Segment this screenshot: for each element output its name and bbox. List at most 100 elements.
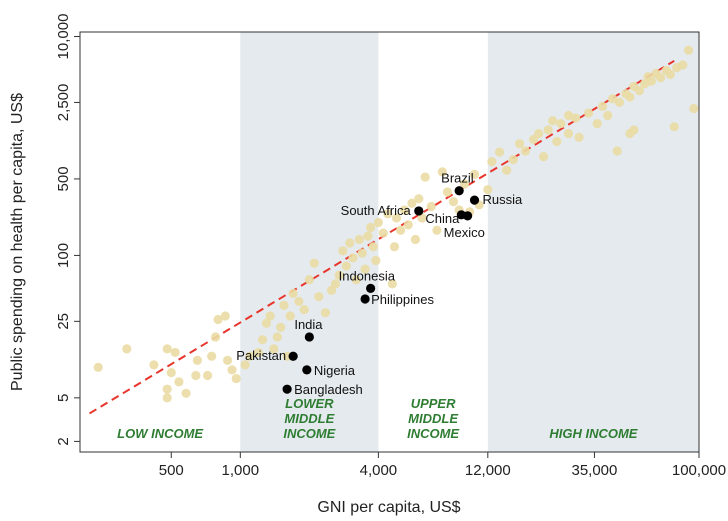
country-point [266,311,275,320]
country-point [94,363,103,372]
country-point [305,275,314,284]
country-point [321,308,330,317]
country-point [207,352,216,361]
y-tick-label: 10,000 [55,14,72,60]
highlighted-point [455,186,464,195]
country-point [666,70,675,79]
country-point [411,235,420,244]
country-point [539,152,548,161]
y-tick-label: 100 [55,243,72,268]
country-label: South Africa [341,203,412,218]
income-band-label: LOWER [285,396,334,411]
band-shade [488,32,699,452]
country-point [203,371,212,380]
country-point [258,335,267,344]
country-point [515,139,524,148]
country-point [502,166,511,175]
country-point [432,226,441,235]
country-point [564,129,573,138]
income-band-label: INCOME [407,426,459,441]
income-band-label: UPPER [411,396,456,411]
x-tick-label: 4,000 [360,462,398,479]
country-label: India [294,317,323,332]
country-label: Indonesia [339,268,396,283]
highlighted-point [414,206,423,215]
country-point [625,92,634,101]
highlighted-point [302,365,311,374]
country-point [670,122,679,131]
country-point [404,220,413,229]
country-point [358,249,367,258]
country-point [181,389,190,398]
country-point [564,111,573,120]
country-point [174,377,183,386]
country-point [487,157,496,166]
country-point [363,232,372,241]
country-point [310,259,319,268]
country-point [603,111,612,120]
y-axis-title: Public spending on health per capita, US… [9,93,26,391]
country-point [279,301,288,310]
y-tick-label: 2 [55,437,72,445]
x-axis: 500 1,000 4,000 12,000 35,000 100,000 [159,452,726,479]
country-point [163,393,172,402]
country-point [122,344,131,353]
highlighted-point [289,352,298,361]
country-point [167,368,176,377]
country-point [615,98,624,107]
highlighted-point [305,332,314,341]
country-point [227,365,236,374]
country-point [647,77,656,86]
country-point [396,226,405,235]
country-point [366,223,375,232]
highlighted-point [360,294,369,303]
country-point [191,371,200,380]
country-point [552,137,561,146]
country-point [355,235,364,244]
country-point [613,146,622,155]
country-point [149,360,158,369]
country-point [300,305,309,314]
country-label: Pakistan [236,348,286,363]
x-axis-title: GNI per capita, US$ [317,499,460,516]
country-point [521,146,530,155]
country-point [684,46,693,55]
x-tick-label: 12,000 [465,462,511,479]
country-point [678,60,687,69]
country-point [379,228,388,237]
country-point [211,332,220,341]
x-tick-label: 500 [159,462,184,479]
highlighted-point [463,211,472,220]
country-point [221,311,230,320]
country-point [534,129,543,138]
country-point [371,256,380,265]
country-label: China [425,211,460,226]
country-point [556,119,565,128]
country-point [163,385,172,394]
country-point [629,125,638,134]
country-point [544,125,553,134]
country-label: Brazil [441,171,474,186]
x-tick-label: 1,000 [222,462,260,479]
country-point [689,104,698,113]
highlighted-point [283,385,292,394]
country-label: Philippines [371,292,434,307]
country-point [443,187,452,196]
country-point [427,202,436,211]
country-point [276,323,285,332]
country-point [574,133,583,142]
country-point [163,344,172,353]
country-label: Nigeria [314,363,356,378]
country-label: Russia [483,192,524,207]
income-band-label: MIDDLE [408,411,458,426]
country-point [232,374,241,383]
country-point [294,297,303,306]
country-point [289,289,298,298]
income-band-label: MIDDLE [284,411,334,426]
country-point [414,194,423,203]
country-point [421,172,430,181]
y-tick-label: 25 [55,313,72,330]
country-point [656,73,665,82]
